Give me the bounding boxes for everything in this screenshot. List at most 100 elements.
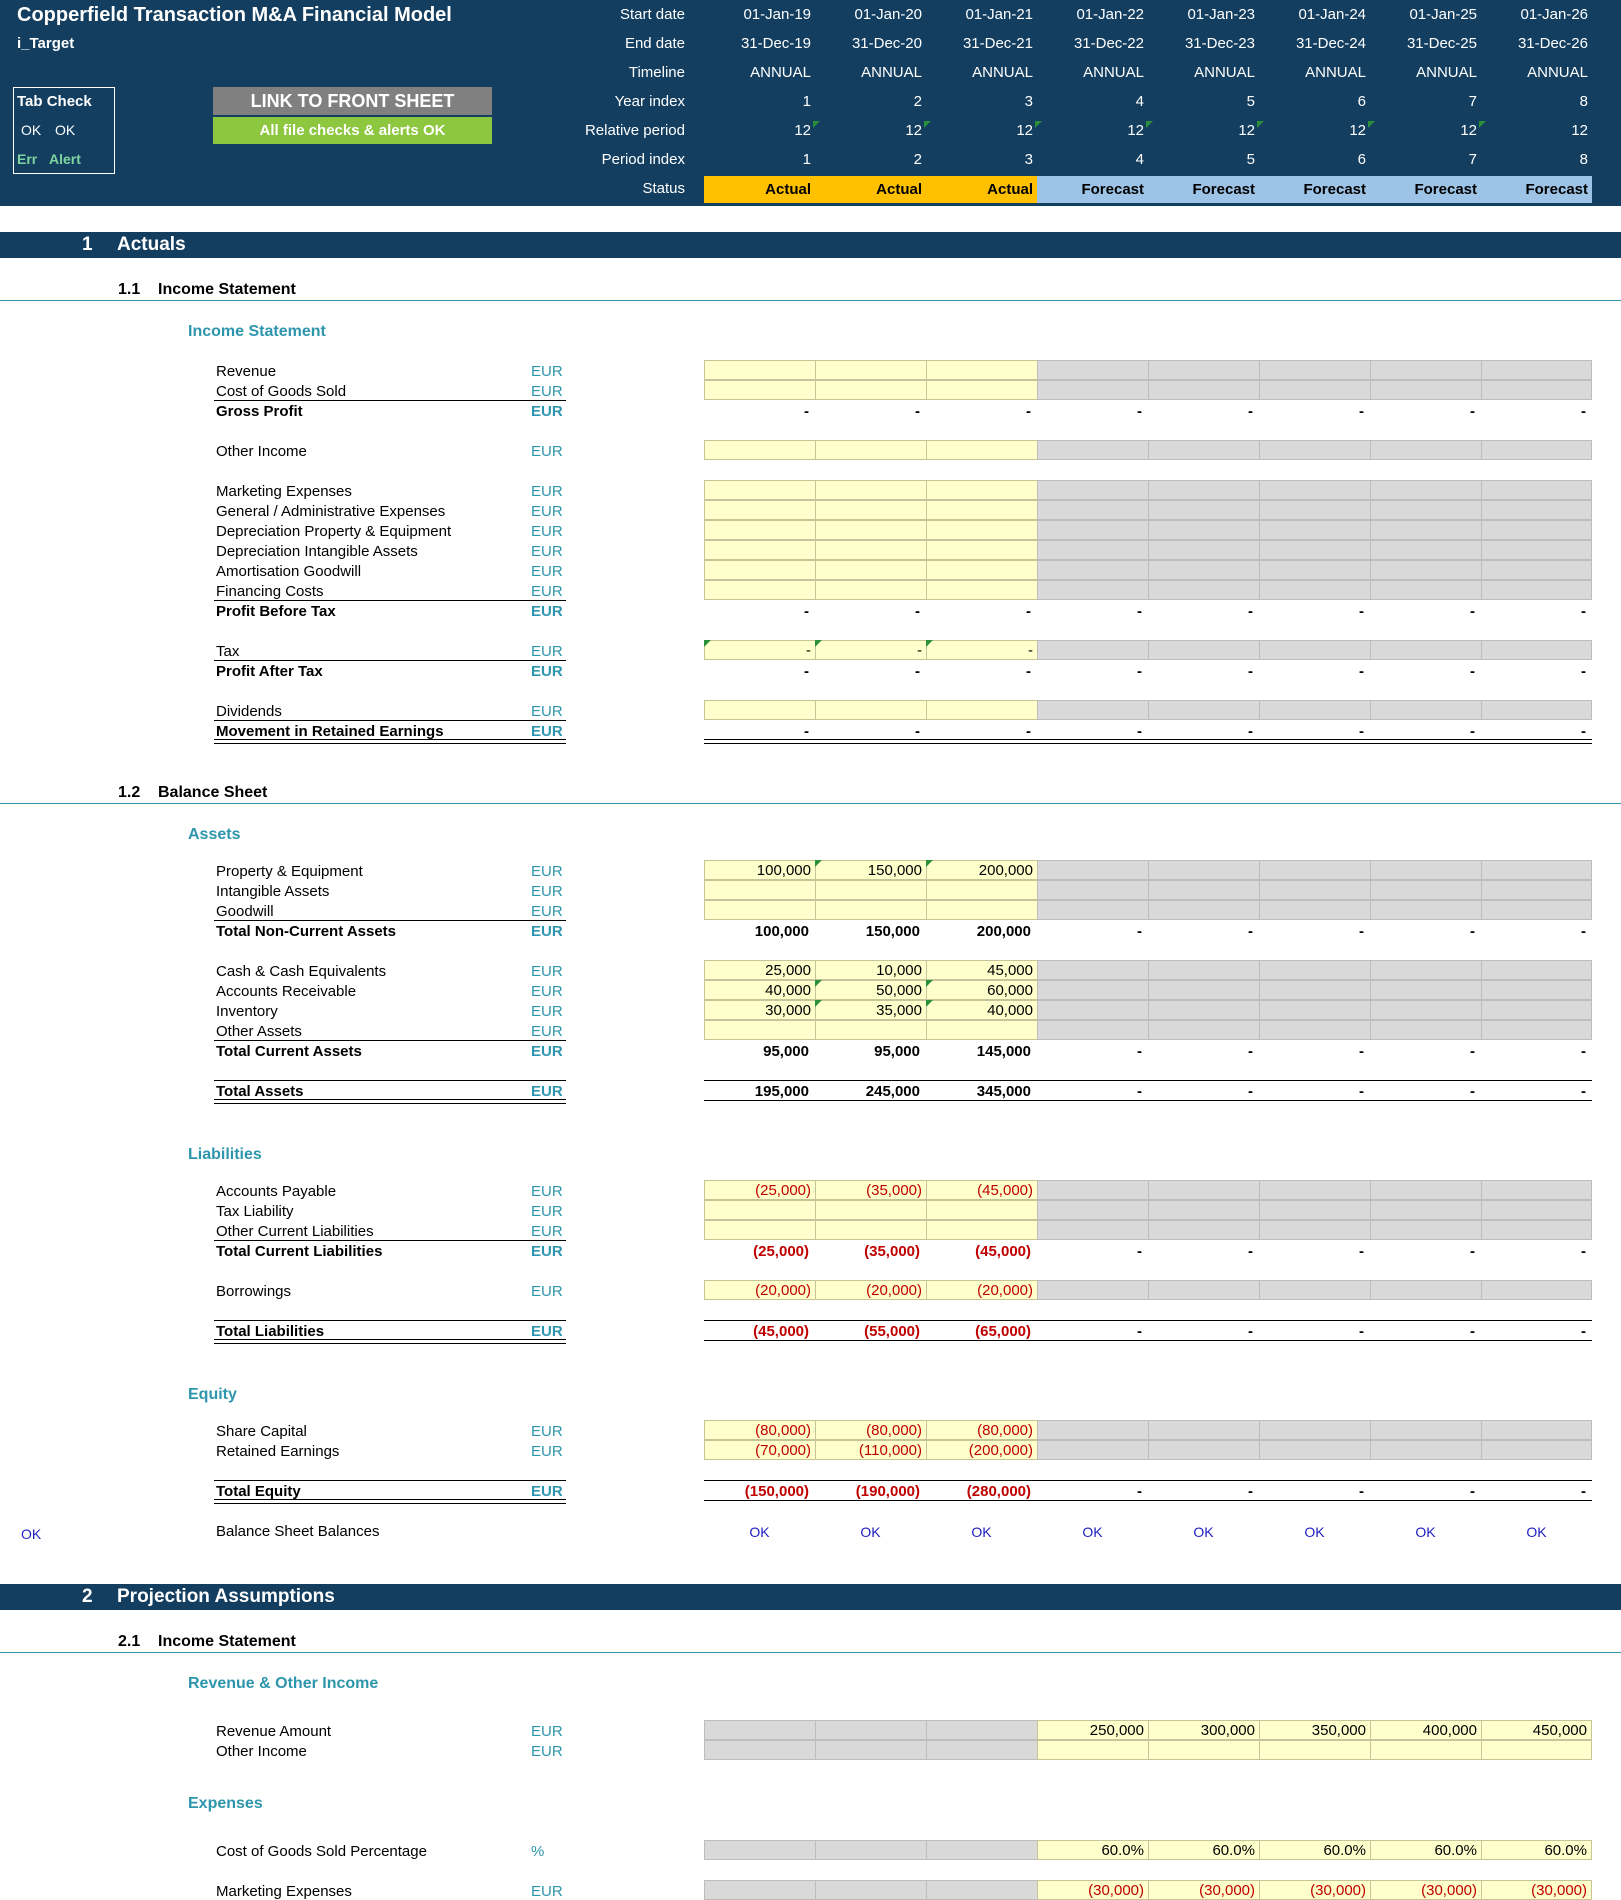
input-cell[interactable] [704, 560, 815, 580]
input-cell[interactable] [704, 380, 815, 400]
input-cell[interactable]: - [704, 640, 815, 660]
input-cell[interactable] [704, 360, 815, 380]
input-cell[interactable]: 40,000 [704, 980, 815, 1000]
input-cell[interactable]: 60.0% [1259, 1840, 1370, 1860]
input-cell[interactable]: (80,000) [704, 1420, 815, 1440]
input-cell [1259, 380, 1370, 400]
input-cell[interactable]: (110,000) [815, 1440, 926, 1460]
input-cell[interactable]: 60,000 [926, 980, 1037, 1000]
input-cell[interactable] [926, 1200, 1037, 1220]
input-cell[interactable]: - [815, 640, 926, 660]
input-cell[interactable]: 40,000 [926, 1000, 1037, 1020]
input-cell[interactable]: 400,000 [1370, 1720, 1481, 1740]
input-cell[interactable] [815, 360, 926, 380]
balance-check-cell: OK [1415, 1524, 1436, 1540]
input-cell[interactable]: (25,000) [704, 1180, 815, 1200]
input-cell[interactable] [704, 580, 815, 600]
input-cell[interactable] [815, 480, 926, 500]
input-cell[interactable] [815, 1200, 926, 1220]
input-cell[interactable]: (30,000) [1037, 1880, 1148, 1900]
input-cell[interactable]: 30,000 [704, 1000, 815, 1020]
input-cell[interactable]: 35,000 [815, 1000, 926, 1020]
input-cell[interactable]: 25,000 [704, 960, 815, 980]
input-cell[interactable] [1481, 1740, 1592, 1760]
input-cell[interactable] [1037, 1740, 1148, 1760]
input-cell[interactable] [704, 700, 815, 720]
input-cell[interactable]: 60.0% [1481, 1840, 1592, 1860]
input-cell[interactable] [704, 1220, 815, 1240]
total-value: - [804, 723, 809, 740]
input-cell[interactable]: (30,000) [1481, 1880, 1592, 1900]
input-cell[interactable] [926, 880, 1037, 900]
input-cell[interactable]: 50,000 [815, 980, 926, 1000]
input-cell[interactable] [815, 580, 926, 600]
input-cell[interactable] [704, 500, 815, 520]
input-cell[interactable]: 300,000 [1148, 1720, 1259, 1740]
input-cell[interactable] [704, 900, 815, 920]
input-cell[interactable]: 60.0% [1148, 1840, 1259, 1860]
input-cell[interactable]: (200,000) [926, 1440, 1037, 1460]
input-cell[interactable] [815, 520, 926, 540]
input-cell[interactable] [926, 900, 1037, 920]
input-cell[interactable] [815, 500, 926, 520]
input-cell[interactable] [704, 1200, 815, 1220]
input-cell[interactable]: 10,000 [815, 960, 926, 980]
input-cell[interactable] [926, 480, 1037, 500]
input-cell[interactable]: (80,000) [926, 1420, 1037, 1440]
input-cell[interactable]: 150,000 [815, 860, 926, 880]
input-cell[interactable] [926, 520, 1037, 540]
input-cell[interactable] [1148, 1740, 1259, 1760]
input-cell[interactable] [704, 480, 815, 500]
input-cell[interactable] [926, 540, 1037, 560]
input-cell[interactable] [926, 700, 1037, 720]
input-cell[interactable] [815, 900, 926, 920]
input-cell[interactable] [926, 440, 1037, 460]
input-cell[interactable] [926, 1220, 1037, 1240]
input-cell[interactable] [926, 580, 1037, 600]
input-cell[interactable] [815, 440, 926, 460]
input-cell[interactable] [1370, 1740, 1481, 1760]
input-cell[interactable] [704, 540, 815, 560]
input-cell[interactable]: 250,000 [1037, 1720, 1148, 1740]
input-cell[interactable]: (80,000) [815, 1420, 926, 1440]
input-cell[interactable]: (20,000) [704, 1280, 815, 1300]
status-cell: Forecast [1370, 176, 1481, 203]
total-value: - [1470, 1083, 1475, 1100]
input-cell[interactable] [815, 380, 926, 400]
input-cell[interactable] [926, 380, 1037, 400]
input-cell[interactable] [815, 540, 926, 560]
input-cell[interactable] [704, 440, 815, 460]
input-cell[interactable]: - [926, 640, 1037, 660]
input-cell[interactable] [926, 360, 1037, 380]
input-cell[interactable] [704, 520, 815, 540]
input-cell[interactable] [1259, 1740, 1370, 1760]
input-cell[interactable] [815, 560, 926, 580]
input-cell[interactable]: (30,000) [1148, 1880, 1259, 1900]
link-to-front-sheet-button[interactable]: LINK TO FRONT SHEET [213, 87, 492, 115]
input-cell[interactable] [704, 880, 815, 900]
row-unit: EUR [531, 383, 563, 400]
input-cell[interactable]: 60.0% [1370, 1840, 1481, 1860]
input-cell [1259, 560, 1370, 580]
input-cell[interactable]: (30,000) [1370, 1880, 1481, 1900]
input-cell[interactable]: (70,000) [704, 1440, 815, 1460]
input-cell[interactable]: (20,000) [926, 1280, 1037, 1300]
input-cell[interactable]: 450,000 [1481, 1720, 1592, 1740]
input-cell[interactable]: (20,000) [815, 1280, 926, 1300]
input-cell[interactable] [815, 700, 926, 720]
input-cell[interactable]: 100,000 [704, 860, 815, 880]
input-cell[interactable] [815, 1020, 926, 1040]
input-cell[interactable] [926, 500, 1037, 520]
input-cell[interactable]: 200,000 [926, 860, 1037, 880]
input-cell[interactable] [926, 1020, 1037, 1040]
input-cell[interactable]: 350,000 [1259, 1720, 1370, 1740]
input-cell[interactable]: 60.0% [1037, 1840, 1148, 1860]
input-cell[interactable] [815, 1220, 926, 1240]
input-cell[interactable]: (30,000) [1259, 1880, 1370, 1900]
input-cell[interactable]: 45,000 [926, 960, 1037, 980]
input-cell[interactable] [815, 880, 926, 900]
input-cell[interactable]: (45,000) [926, 1180, 1037, 1200]
input-cell[interactable]: (35,000) [815, 1180, 926, 1200]
input-cell[interactable] [704, 1020, 815, 1040]
input-cell[interactable] [926, 560, 1037, 580]
